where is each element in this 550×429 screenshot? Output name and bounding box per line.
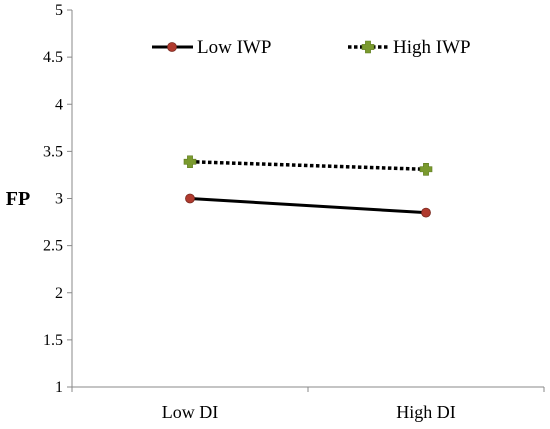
data-point: [167, 42, 177, 52]
legend: Low IWP High IWP: [152, 37, 471, 58]
data-point: [421, 207, 431, 218]
x-ticks: Low DI High DI: [71, 387, 545, 422]
data-point: [185, 193, 195, 204]
legend-label: Low IWP: [197, 37, 271, 58]
series-line: [189, 159, 427, 172]
data-point: [183, 155, 197, 169]
series-1: [185, 193, 431, 218]
y-axis-title: FP: [6, 188, 30, 210]
y-ticks: 1 1.5 2 2.5 3 3.5 4 4.5 5: [43, 2, 72, 396]
y-tick-label: 5: [55, 2, 63, 19]
y-tick-label: 2: [55, 285, 63, 302]
y-tick-label: 3: [55, 191, 63, 208]
x-tick-label: Low DI: [162, 402, 219, 422]
y-tick-label: 4: [55, 96, 63, 113]
y-tick-label: 4.5: [43, 49, 63, 66]
legend-label: High IWP: [393, 37, 471, 58]
y-tick-label: 2.5: [43, 238, 63, 255]
series-group: [183, 155, 433, 218]
y-tick-label: 1.5: [43, 332, 63, 349]
x-tick-label: High DI: [396, 402, 456, 422]
data-point: [419, 162, 433, 176]
y-tick-label: 1: [55, 379, 63, 396]
data-point: [361, 40, 375, 54]
y-tick-label: 3.5: [43, 143, 63, 160]
series-line: [189, 197, 427, 215]
series-2: [183, 155, 433, 176]
axes: [71, 10, 544, 388]
